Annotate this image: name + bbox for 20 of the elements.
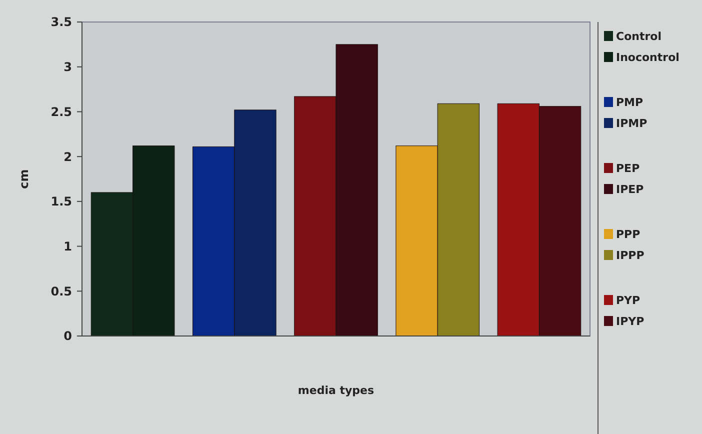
y-axis-title: cm (17, 169, 31, 189)
y-tick-label: 0.5 (50, 284, 72, 298)
y-tick-label: 2 (64, 150, 72, 164)
legend-label: PYP (616, 294, 640, 307)
legend-label: IPYP (616, 315, 644, 328)
legend-label: IPMP (616, 117, 648, 130)
y-tick-label: 2.5 (50, 104, 72, 119)
y-tick-label: 3.5 (50, 15, 72, 30)
y-tick-label: 1 (64, 239, 72, 254)
legend-label: PPP (616, 228, 640, 241)
legend-label: IPEP (616, 183, 644, 196)
legend-label: PEP (616, 162, 640, 175)
x-axis-title: media types (298, 384, 375, 397)
y-tick-label: 3 (64, 60, 72, 74)
y-tick-label: 1.5 (50, 194, 72, 209)
legend-label: Inocontrol (616, 51, 680, 64)
legend-label: PMP (616, 96, 644, 109)
legend-label: IPPP (616, 249, 644, 262)
legend-label: Control (616, 30, 662, 43)
y-tick-label: 0 (64, 329, 72, 344)
